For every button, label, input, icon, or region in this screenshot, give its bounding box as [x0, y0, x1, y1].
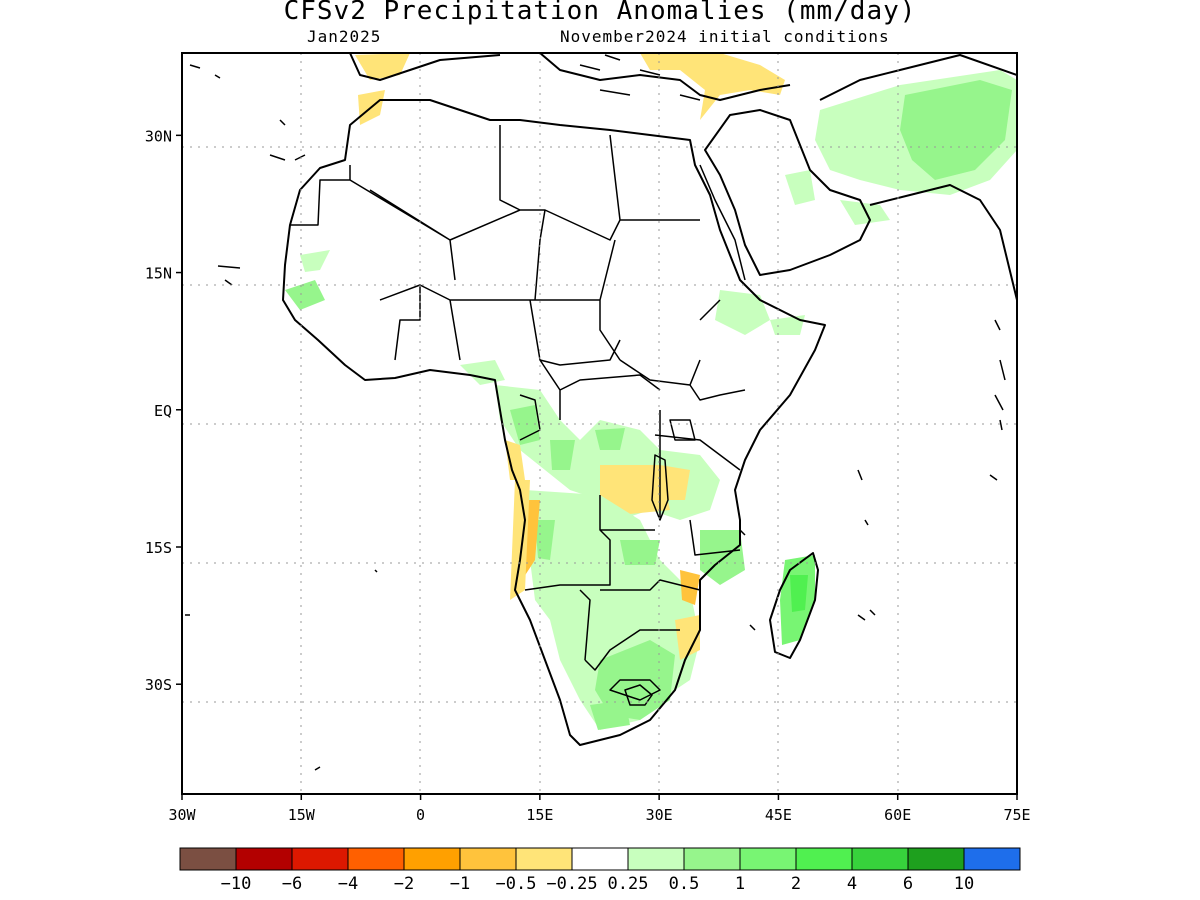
colorbar-swatch [235, 847, 293, 871]
colorbar-label: −10 [221, 874, 252, 894]
colorbar-swatch [739, 847, 797, 871]
anomaly-green-ethiopia [715, 290, 770, 335]
anomaly-green-gulf-guinea [460, 360, 505, 385]
colorbar-label: 6 [903, 874, 913, 894]
lon-tick-label: 30W [168, 806, 196, 824]
lon-tick-label: 45E [765, 806, 792, 824]
anomaly-yellow-mozambique [675, 615, 700, 660]
coastlines-borders [282, 53, 1017, 746]
anomaly-green-gulf [785, 170, 815, 205]
colorbar-swatch [627, 847, 685, 871]
colorbar-label: −0.25 [546, 874, 597, 894]
europe-coastline [349, 53, 791, 101]
initial-conditions: November2024 initial conditions [560, 27, 890, 46]
colorbar-label: 4 [847, 874, 857, 894]
map-content [182, 53, 1017, 794]
anomaly-green-iran [900, 80, 1012, 180]
colorbar-label: −2 [394, 874, 414, 894]
lon-tick-label: 75E [1003, 806, 1030, 824]
colorbar-label: −4 [338, 874, 358, 894]
colorbar-label: 10 [954, 874, 974, 894]
colorbar-label: −6 [282, 874, 302, 894]
longitude-axis: 30W 15W 0 15E 30E 45E 60E 75E [168, 794, 1031, 824]
lat-tick-label: 15N [145, 265, 172, 283]
anomaly-yellow-iberia [355, 53, 410, 80]
map-frame [181, 52, 1018, 795]
lon-tick-label: 15E [526, 806, 553, 824]
anomaly-green-congo-core [510, 405, 540, 445]
lon-tick-label: 15W [288, 806, 316, 824]
colorbar-swatch [179, 847, 237, 871]
anomaly-green-mauritania [300, 250, 330, 272]
lat-tick-label: 30S [145, 676, 172, 694]
colorbar-swatch [459, 847, 517, 871]
colorbar-label: −1 [450, 874, 470, 894]
lat-tick-label: 15S [145, 539, 172, 557]
anomaly-fields [285, 53, 1017, 730]
anomaly-green-cape [590, 700, 630, 730]
colorbar-label: −0.5 [496, 874, 537, 894]
anomaly-green-zambia [620, 540, 660, 565]
forecast-month: Jan2025 [307, 27, 382, 46]
colorbar-swatch [291, 847, 349, 871]
colorbar-labels: −10 −6 −4 −2 −1 −0.5 −0.25 0.25 0.5 1 2 4 6 10 [221, 874, 975, 894]
red-sea-coast [699, 164, 746, 281]
anomaly-yellow-med [640, 53, 785, 120]
colorbar-swatch [795, 847, 853, 871]
latitude-axis: 30N 15N EQ 15S 30S [145, 127, 182, 694]
colorbar-swatch [403, 847, 461, 871]
lesotho-border [624, 684, 653, 706]
colorbar-label: 0.25 [608, 874, 649, 894]
lake-tanganyika [651, 454, 669, 521]
anomaly-green-drc [595, 428, 625, 450]
anomaly-yellow-gabon [505, 440, 525, 480]
anomaly-green-madagascar-core [790, 575, 808, 612]
colorbar-swatch [571, 847, 629, 871]
colorbar-swatch [963, 847, 1021, 871]
arabia-coastline [704, 109, 871, 276]
gridlines [182, 53, 1017, 794]
colorbar-swatch [851, 847, 909, 871]
colorbar-label: 1 [735, 874, 745, 894]
colorbar-swatch [515, 847, 573, 871]
anomaly-yellow-tanzania [660, 465, 690, 500]
anomaly-green-senegal [285, 280, 325, 310]
colorbar-label: 2 [791, 874, 801, 894]
anomaly-green-drc2 [550, 440, 575, 470]
lake-victoria [669, 419, 696, 441]
chart-title: CFSv2 Precipitation Anomalies (mm/day) [283, 0, 917, 26]
colorbar-swatch [683, 847, 741, 871]
country-borders [290, 125, 746, 701]
anomaly-yellow-namibia [510, 480, 530, 600]
anomaly-green-somalia [770, 315, 805, 335]
madagascar-coastline [769, 552, 819, 659]
colorbar-swatch [347, 847, 405, 871]
africa-coastline [282, 99, 826, 746]
islands [185, 54, 1006, 771]
colorbar-label: 0.5 [669, 874, 700, 894]
anomaly-green-arabia-south [840, 200, 890, 225]
lat-tick-label: 30N [145, 127, 172, 145]
asia-coastline [819, 54, 1017, 301]
lon-tick-label: 0 [416, 806, 425, 824]
colorbar [179, 847, 1021, 871]
lat-tick-label: EQ [154, 402, 172, 420]
colorbar-swatch [907, 847, 965, 871]
anomaly-green-mozambique [700, 530, 745, 585]
lon-tick-label: 60E [884, 806, 911, 824]
lon-tick-label: 30E [646, 806, 673, 824]
